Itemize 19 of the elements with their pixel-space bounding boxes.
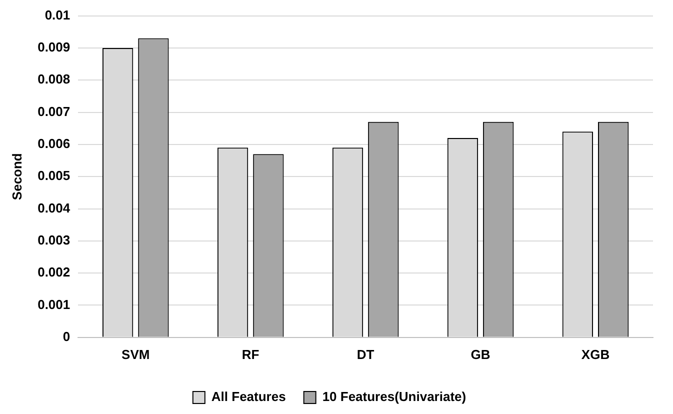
y-tick-label: 0.004 (38, 200, 71, 216)
x-tick-label: XGB (581, 346, 610, 362)
y-tick-label: 0.007 (38, 104, 70, 119)
y-tick-label: 0 (62, 328, 70, 344)
y-tick-label: 0.009 (38, 40, 70, 55)
x-tick-label: GB (470, 346, 490, 362)
y-tick-label: 0.008 (38, 72, 70, 87)
legend-label: 10 Features(Univariate) (322, 389, 466, 404)
y-tick-label: 0.005 (38, 168, 70, 184)
y-tick-label: 0.01 (44, 7, 70, 22)
x-tick-label: DT (356, 346, 374, 362)
legend-label: All Features (211, 389, 286, 404)
x-tick-label: SVM (122, 346, 150, 362)
y-tick-label: 0.006 (38, 136, 70, 152)
y-tick-label: 0.003 (38, 232, 70, 248)
y-axis-title: Second (9, 153, 24, 200)
x-tick-label: RF (242, 346, 260, 362)
y-tick-label: 0.002 (38, 264, 70, 280)
y-tick-label: 0.001 (38, 296, 70, 312)
